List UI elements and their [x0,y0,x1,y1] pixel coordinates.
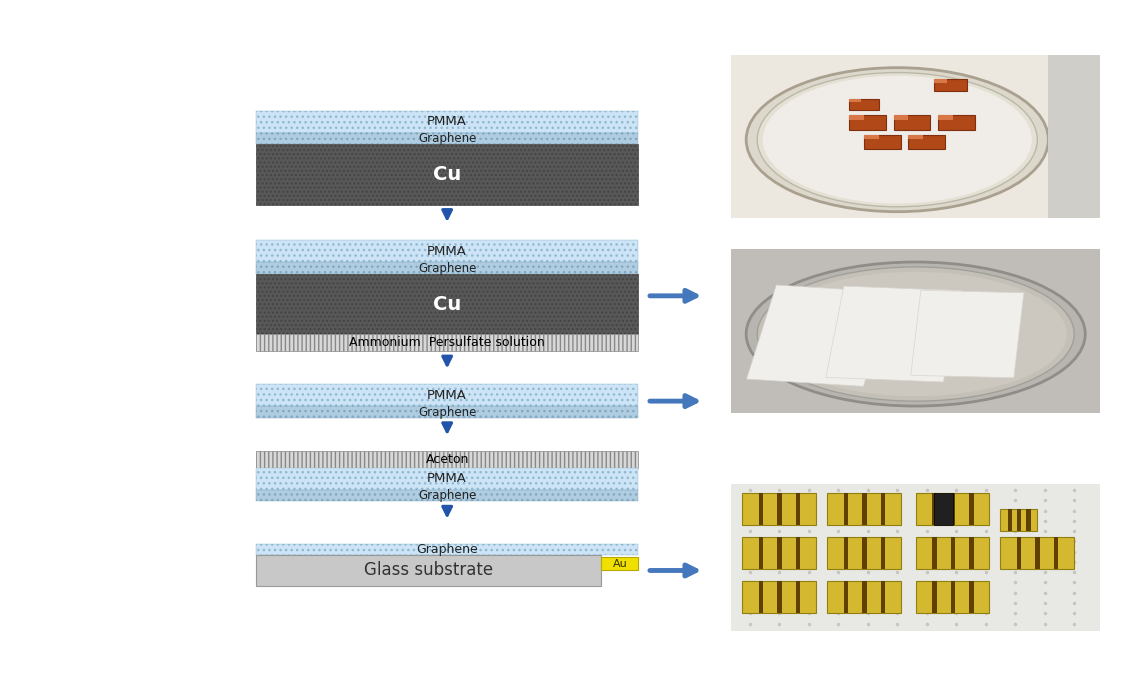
Bar [844,493,848,525]
Ellipse shape [763,76,1032,203]
Bar [746,285,894,386]
Bar [256,544,638,555]
Text: PMMA: PMMA [428,115,467,128]
Bar [778,581,782,613]
Bar [256,110,638,133]
Bar [256,385,638,406]
Ellipse shape [746,262,1085,406]
Bar [916,581,989,613]
Text: Graphene: Graphene [416,543,479,556]
Bar [934,493,953,525]
Bar [932,493,937,525]
Bar [759,493,763,525]
Bar [908,135,946,149]
Bar [862,537,866,569]
Bar [256,263,638,274]
Bar [1053,537,1058,569]
Bar [256,468,638,490]
Bar [256,241,638,263]
Bar [881,493,886,525]
Bar [256,451,638,468]
Bar [916,493,989,525]
Bar [881,581,886,613]
Bar [1026,509,1031,531]
Text: Ammonium  Persulfate solution: Ammonium Persulfate solution [349,336,545,349]
Bar [849,99,879,110]
Bar [916,537,989,569]
Bar [778,493,782,525]
Bar [911,291,1024,378]
Text: Aceton: Aceton [425,453,468,466]
Bar [796,581,801,613]
Text: PMMA: PMMA [428,473,467,486]
Bar [950,537,955,569]
Bar [1000,509,1038,531]
Bar [256,133,638,145]
Bar [759,581,763,613]
Bar [970,493,974,525]
Bar [796,493,801,525]
Bar [849,99,861,102]
Text: Cu: Cu [433,165,462,184]
Bar [743,581,816,613]
Bar [778,537,782,569]
Bar [826,286,962,382]
Text: Graphene: Graphene [418,489,476,502]
Bar [1017,509,1022,531]
Bar [828,493,900,525]
Bar [601,557,638,570]
Text: PMMA: PMMA [428,389,467,402]
Ellipse shape [758,267,1074,401]
Bar [934,79,967,91]
Bar [970,537,974,569]
Bar [938,115,953,119]
Bar [743,537,816,569]
Bar [256,145,638,205]
Bar [864,135,900,149]
Bar [932,581,937,613]
Bar [894,115,930,130]
Bar [950,493,955,525]
Text: Glass substrate: Glass substrate [364,561,493,580]
Text: Cu: Cu [433,295,462,314]
Bar [1048,55,1100,218]
Bar [828,581,900,613]
Bar [256,406,638,418]
Bar [1035,537,1040,569]
Bar [864,135,879,139]
Bar [844,581,848,613]
Bar [849,115,887,130]
Ellipse shape [758,72,1038,207]
Bar [881,537,886,569]
Bar [1008,509,1013,531]
Bar [862,581,866,613]
Bar [256,490,638,501]
Bar [908,135,923,139]
Bar [828,537,900,569]
Bar [256,555,601,586]
Ellipse shape [764,272,1067,396]
Bar [256,334,638,351]
Bar [938,115,975,130]
Text: PMMA: PMMA [428,245,467,258]
Bar [796,537,801,569]
Bar [743,493,816,525]
Bar [849,115,864,119]
Text: Graphene: Graphene [418,262,476,275]
Text: Graphene: Graphene [418,406,476,419]
Bar [970,581,974,613]
Bar [759,537,763,569]
Ellipse shape [746,68,1048,211]
Bar [1000,537,1074,569]
Bar [932,537,937,569]
Bar [256,274,638,334]
Text: Au: Au [612,559,627,569]
Bar [862,493,866,525]
Bar [934,79,947,83]
Bar [844,537,848,569]
Bar [1017,537,1022,569]
Bar [894,115,908,119]
Bar [950,581,955,613]
Text: Graphene: Graphene [418,132,476,145]
